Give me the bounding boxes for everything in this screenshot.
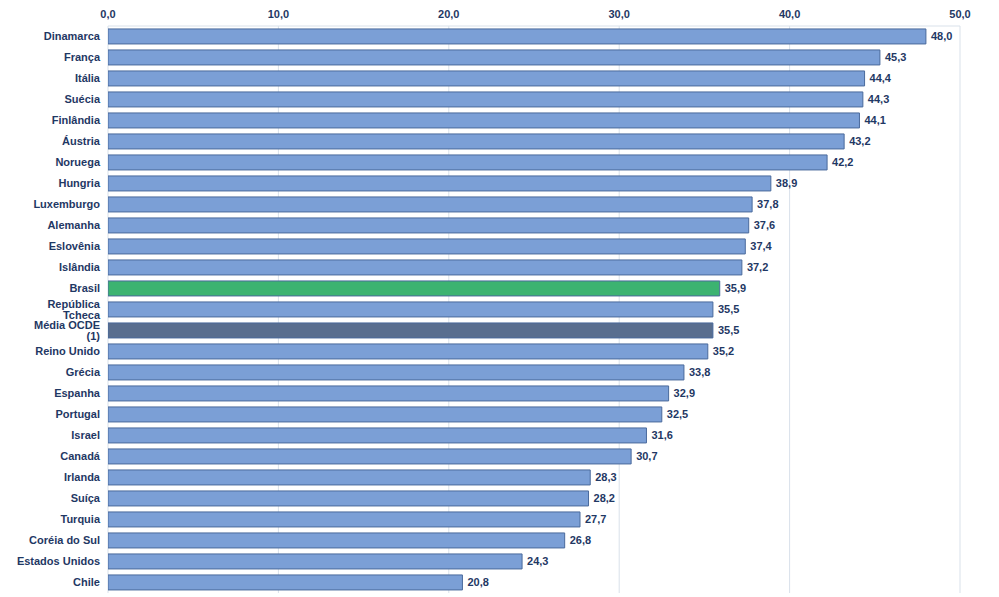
svg-text:Coréia do Sul: Coréia do Sul bbox=[29, 534, 100, 546]
svg-text:Islândia: Islândia bbox=[59, 261, 101, 273]
svg-text:32,9: 32,9 bbox=[674, 387, 695, 399]
svg-text:Israel: Israel bbox=[71, 429, 100, 441]
svg-text:44,1: 44,1 bbox=[864, 114, 885, 126]
svg-text:Portugal: Portugal bbox=[55, 408, 100, 420]
svg-text:30,0: 30,0 bbox=[608, 8, 629, 20]
svg-text:38,9: 38,9 bbox=[776, 177, 797, 189]
svg-text:33,8: 33,8 bbox=[689, 366, 710, 378]
svg-text:44,4: 44,4 bbox=[870, 72, 892, 84]
svg-text:Finlândia: Finlândia bbox=[52, 114, 101, 126]
svg-text:RepúblicaTcheca: RepúblicaTcheca bbox=[47, 298, 100, 321]
svg-text:24,3: 24,3 bbox=[527, 555, 548, 567]
svg-text:28,2: 28,2 bbox=[594, 492, 615, 504]
svg-text:32,5: 32,5 bbox=[667, 408, 688, 420]
svg-text:Suíça: Suíça bbox=[71, 492, 101, 504]
svg-text:35,5: 35,5 bbox=[718, 303, 739, 315]
svg-text:Suécia: Suécia bbox=[65, 93, 101, 105]
svg-text:10,0: 10,0 bbox=[268, 8, 289, 20]
svg-text:26,8: 26,8 bbox=[570, 534, 591, 546]
svg-text:França: França bbox=[64, 51, 101, 63]
svg-text:44,3: 44,3 bbox=[868, 93, 889, 105]
svg-text:43,2: 43,2 bbox=[849, 135, 870, 147]
svg-text:50,0: 50,0 bbox=[949, 8, 970, 20]
svg-text:27,7: 27,7 bbox=[585, 513, 606, 525]
svg-text:30,7: 30,7 bbox=[636, 450, 657, 462]
svg-text:Hungria: Hungria bbox=[58, 177, 100, 189]
svg-text:28,3: 28,3 bbox=[595, 471, 616, 483]
svg-text:Grécia: Grécia bbox=[66, 366, 101, 378]
svg-text:48,0: 48,0 bbox=[931, 30, 952, 42]
svg-text:Média OCDE(1): Média OCDE(1) bbox=[34, 319, 100, 342]
svg-text:0,0: 0,0 bbox=[100, 8, 115, 20]
svg-text:Brasil: Brasil bbox=[69, 282, 100, 294]
svg-text:40,0: 40,0 bbox=[779, 8, 800, 20]
svg-text:Estados Unidos: Estados Unidos bbox=[17, 555, 100, 567]
svg-text:35,2: 35,2 bbox=[713, 345, 734, 357]
svg-text:Itália: Itália bbox=[75, 72, 101, 84]
svg-text:42,2: 42,2 bbox=[832, 156, 853, 168]
svg-text:Eslovênia: Eslovênia bbox=[49, 240, 101, 252]
svg-text:20,0: 20,0 bbox=[438, 8, 459, 20]
svg-text:Alemanha: Alemanha bbox=[47, 219, 100, 231]
svg-text:Noruega: Noruega bbox=[55, 156, 101, 168]
svg-text:37,4: 37,4 bbox=[750, 240, 772, 252]
svg-text:35,5: 35,5 bbox=[718, 324, 739, 336]
svg-text:45,3: 45,3 bbox=[885, 51, 906, 63]
svg-text:31,6: 31,6 bbox=[651, 429, 672, 441]
svg-text:20,8: 20,8 bbox=[467, 576, 488, 588]
svg-text:35,9: 35,9 bbox=[725, 282, 746, 294]
svg-text:Dinamarca: Dinamarca bbox=[44, 30, 101, 42]
svg-text:Luxemburgo: Luxemburgo bbox=[33, 198, 100, 210]
svg-text:Chile: Chile bbox=[73, 576, 100, 588]
svg-text:Turquia: Turquia bbox=[60, 513, 100, 525]
svg-text:Espanha: Espanha bbox=[54, 387, 101, 399]
svg-text:Áustria: Áustria bbox=[62, 135, 101, 147]
svg-text:Reino Unido: Reino Unido bbox=[35, 345, 100, 357]
svg-text:37,6: 37,6 bbox=[754, 219, 775, 231]
svg-text:37,2: 37,2 bbox=[747, 261, 768, 273]
svg-text:37,8: 37,8 bbox=[757, 198, 778, 210]
svg-text:Irlanda: Irlanda bbox=[64, 471, 101, 483]
svg-text:Canadá: Canadá bbox=[60, 450, 101, 462]
